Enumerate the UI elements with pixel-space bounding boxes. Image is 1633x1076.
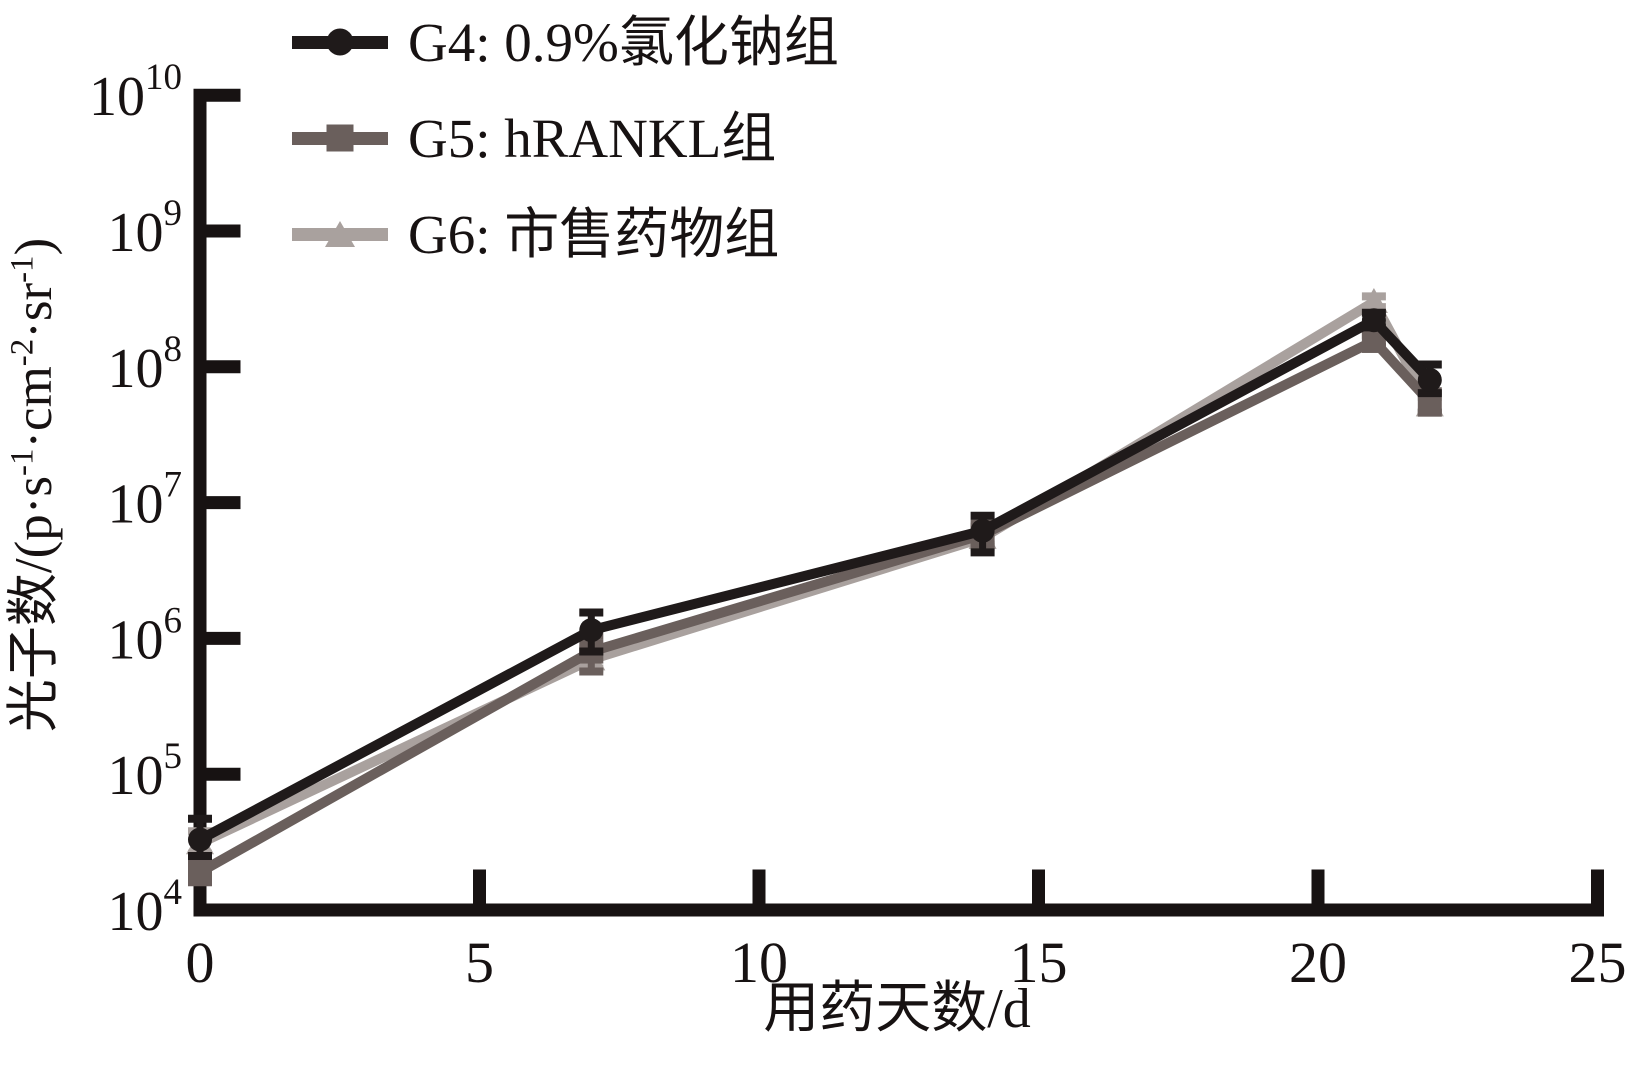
legend-line-g4 (292, 28, 388, 56)
legend-label-g5: G5: hRANKL组 (408, 107, 777, 169)
legend: G4: 0.9%氯化钠组 G5: hRANKL组 G6: 市售药物组 (292, 0, 839, 282)
triangle-marker-icon (325, 221, 355, 247)
x-tick-label-10: 10 (730, 930, 788, 995)
x-tick-label-25: 25 (1569, 930, 1627, 995)
y-tick-label-1e6: 106 (108, 600, 183, 671)
y-tick-label-1e5: 105 (108, 736, 183, 807)
square-marker-icon (326, 124, 354, 152)
x-tick-label-15: 15 (1010, 930, 1068, 995)
series-g5 (188, 328, 1442, 887)
x-tick-label-0: 0 (186, 930, 215, 995)
legend-label-g6: G6: 市售药物组 (408, 203, 780, 265)
y-tick-label-1e8: 108 (108, 329, 183, 400)
x-axis-title: 用药天数/d (763, 978, 1031, 1040)
data-point-g4-day21 (1361, 308, 1386, 333)
y-axis-title: 光子数/(p·s-1·cm-2·sr-1) (4, 237, 63, 733)
data-point-g4-day0 (188, 827, 212, 852)
data-point-g4-day22 (1417, 367, 1442, 392)
data-point-g4-day14 (970, 518, 995, 543)
x-tick-label-20: 20 (1289, 930, 1347, 995)
data-point-g4-day7 (579, 618, 604, 643)
series-line-g5 (197, 334, 1434, 877)
legend-item-g6: G6: 市售药物组 (292, 186, 839, 282)
circle-marker-icon (326, 28, 354, 56)
legend-item-g5: G5: hRANKL组 (292, 90, 839, 186)
axes: 0 5 10 15 20 25 104 105 106 107 108 109 1010 (89, 57, 1627, 995)
y-tick-label-1e7: 107 (108, 465, 183, 536)
y-tick-label-1e9: 109 (108, 193, 183, 264)
y-tick-label-1e10: 1010 (89, 57, 182, 128)
series-g4 (188, 308, 1442, 860)
legend-label-g4: G4: 0.9%氯化钠组 (408, 11, 839, 73)
data-point-g6-day21 (1359, 288, 1388, 314)
legend-line-g5 (292, 124, 388, 152)
legend-line-g6 (292, 221, 388, 247)
x-tick-label-5: 5 (465, 930, 494, 995)
data-point-g5-day0 (188, 860, 212, 885)
y-tick-label-1e4: 104 (108, 872, 183, 943)
legend-item-g4: G4: 0.9%氯化钠组 (292, 0, 839, 90)
